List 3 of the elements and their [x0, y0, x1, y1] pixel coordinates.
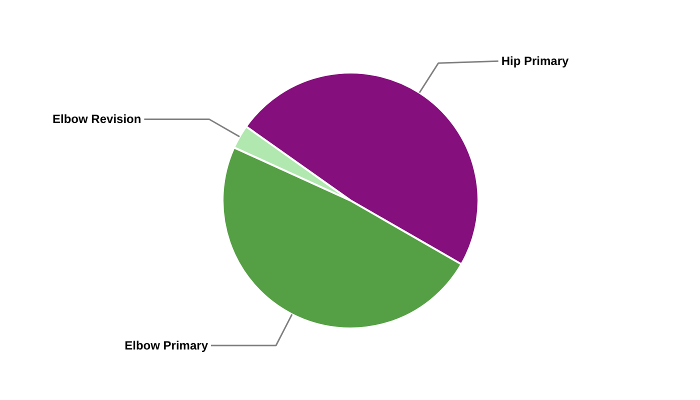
slice-label: Hip Primary: [501, 54, 570, 68]
slice-label: Elbow Primary: [124, 338, 208, 352]
slice-label: Elbow Revision: [52, 112, 142, 126]
